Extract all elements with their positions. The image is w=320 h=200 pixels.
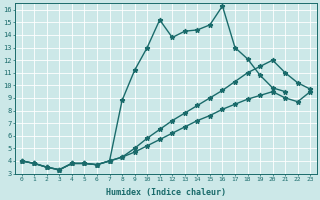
X-axis label: Humidex (Indice chaleur): Humidex (Indice chaleur) <box>106 188 226 197</box>
